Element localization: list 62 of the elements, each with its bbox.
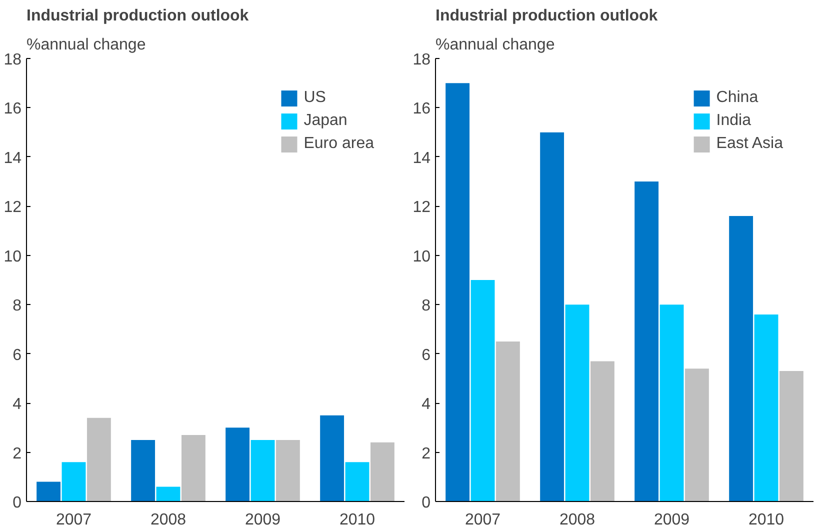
y-tick-label: 10 (4, 248, 22, 266)
bar (590, 361, 614, 502)
y-tick-label: 4 (422, 396, 431, 414)
chart-title: Industrial production outlook (26, 8, 249, 24)
bar (540, 132, 564, 502)
bar (62, 462, 86, 502)
y-tick-label: 18 (4, 52, 22, 68)
bar (131, 440, 156, 502)
bar (684, 368, 709, 502)
x-tick-label: 2009 (244, 512, 281, 527)
x-tick-label: 2010 (748, 512, 784, 527)
bar (496, 342, 520, 502)
legend-label: US (304, 89, 326, 107)
y-tick-label: 18 (412, 52, 431, 68)
x-tick-label: 2009 (654, 512, 690, 527)
chart-title: Industrial production outlook (436, 8, 658, 24)
y-tick-label: 2 (422, 445, 431, 462)
bar (779, 371, 804, 502)
chart-subtitle: %annual change (436, 36, 555, 54)
y-tick-label: 0 (422, 494, 431, 512)
bar (370, 442, 394, 502)
bar (320, 415, 344, 502)
bar (226, 428, 250, 502)
y-tick-label: 16 (4, 100, 22, 118)
y-tick-label: 6 (422, 346, 431, 364)
x-tick-label: 2007 (56, 512, 92, 527)
bar (729, 216, 754, 502)
bar (470, 280, 495, 502)
x-tick-label: 2008 (559, 512, 596, 527)
legend-label: Japan (304, 112, 348, 130)
legend-label: China (716, 89, 758, 107)
bar (181, 435, 206, 502)
y-tick-label: 0 (12, 494, 22, 512)
y-tick-label: 6 (12, 346, 22, 364)
legend-label: East Asia (716, 135, 783, 153)
bar (660, 304, 684, 502)
y-tick-label: 4 (12, 396, 22, 414)
bar (86, 418, 111, 502)
y-tick-label: 16 (412, 100, 431, 118)
bar (345, 462, 370, 502)
legend-label: Euro area (304, 135, 374, 153)
x-tick-label: 2010 (339, 512, 376, 527)
bar (36, 482, 61, 502)
bar (754, 314, 778, 502)
y-tick-label: 2 (12, 445, 22, 462)
bar (250, 440, 275, 502)
legend-label: India (716, 112, 751, 130)
chart-subtitle: %annual change (26, 36, 146, 54)
bar (634, 182, 659, 502)
y-tick-label: 14 (4, 150, 22, 167)
y-tick-label: 14 (412, 150, 431, 167)
y-tick-label: 8 (422, 298, 431, 315)
y-tick-label: 10 (412, 248, 431, 266)
bar (156, 486, 180, 502)
y-tick-label: 12 (4, 199, 22, 216)
y-tick-label: 12 (412, 199, 431, 216)
bar (446, 83, 470, 502)
x-tick-label: 2008 (150, 512, 186, 527)
bar (565, 304, 590, 502)
x-tick-label: 2007 (464, 512, 501, 527)
y-tick-label: 8 (12, 298, 22, 315)
bar (276, 440, 300, 502)
